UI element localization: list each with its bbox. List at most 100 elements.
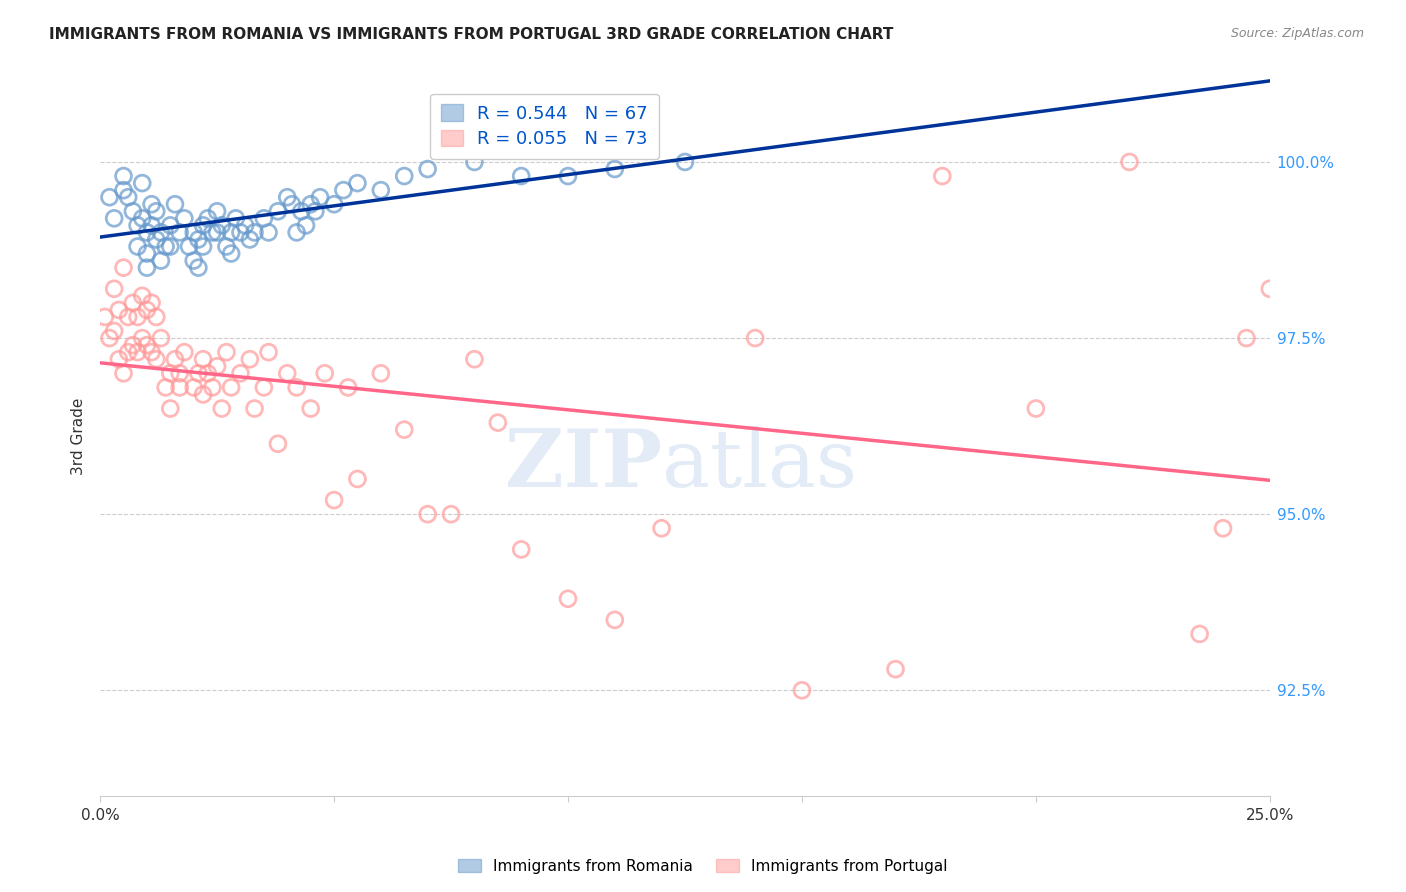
Point: [219, 246, 242, 260]
Point: [603, 161, 626, 176]
Point: [1212, 521, 1234, 535]
Point: [394, 423, 416, 437]
Point: [603, 613, 626, 627]
Point: [257, 226, 280, 240]
Point: [510, 169, 533, 183]
Point: [486, 416, 509, 430]
Y-axis label: 3rd Grade: 3rd Grade: [72, 398, 86, 475]
Point: [135, 338, 157, 352]
Point: [219, 226, 242, 240]
Point: [159, 219, 181, 233]
Point: [285, 380, 308, 394]
Point: [337, 380, 360, 394]
Point: [98, 190, 121, 204]
Point: [1025, 401, 1047, 416]
Point: [219, 380, 242, 394]
Point: [131, 331, 153, 345]
Point: [122, 204, 145, 219]
Point: [205, 226, 228, 240]
Point: [145, 232, 167, 246]
Point: [276, 190, 298, 204]
Point: [117, 345, 139, 359]
Point: [253, 380, 276, 394]
Point: [108, 302, 131, 317]
Point: [159, 239, 181, 253]
Point: [510, 542, 533, 557]
Point: [233, 219, 256, 233]
Point: [239, 352, 262, 367]
Point: [416, 507, 439, 521]
Point: [323, 493, 346, 508]
Point: [183, 226, 205, 240]
Point: [267, 436, 290, 450]
Point: [103, 282, 125, 296]
Point: [112, 183, 135, 197]
Point: [191, 239, 214, 253]
Point: [346, 472, 368, 486]
Point: [112, 169, 135, 183]
Point: [211, 219, 233, 233]
Point: [145, 310, 167, 324]
Point: [187, 232, 209, 246]
Point: [127, 219, 149, 233]
Text: IMMIGRANTS FROM ROMANIA VS IMMIGRANTS FROM PORTUGAL 3RD GRADE CORRELATION CHART: IMMIGRANTS FROM ROMANIA VS IMMIGRANTS FR…: [49, 27, 894, 42]
Point: [285, 226, 308, 240]
Point: [112, 260, 135, 275]
Point: [145, 204, 167, 219]
Text: Source: ZipAtlas.com: Source: ZipAtlas.com: [1230, 27, 1364, 40]
Point: [211, 401, 233, 416]
Point: [651, 521, 673, 535]
Text: atlas: atlas: [662, 426, 856, 505]
Point: [127, 310, 149, 324]
Point: [141, 197, 163, 211]
Point: [215, 345, 238, 359]
Point: [141, 219, 163, 233]
Point: [229, 367, 252, 381]
Legend: R = 0.544   N = 67, R = 0.055   N = 73: R = 0.544 N = 67, R = 0.055 N = 73: [430, 94, 659, 159]
Point: [673, 155, 696, 169]
Point: [253, 211, 276, 226]
Point: [440, 507, 463, 521]
Point: [557, 591, 579, 606]
Point: [183, 253, 205, 268]
Point: [257, 345, 280, 359]
Point: [98, 331, 121, 345]
Point: [117, 190, 139, 204]
Point: [1258, 282, 1281, 296]
Point: [267, 204, 290, 219]
Point: [1118, 155, 1140, 169]
Point: [169, 226, 191, 240]
Point: [149, 253, 172, 268]
Point: [1236, 331, 1258, 345]
Point: [191, 387, 214, 401]
Point: [131, 211, 153, 226]
Point: [201, 226, 224, 240]
Point: [201, 380, 224, 394]
Point: [169, 380, 191, 394]
Point: [463, 155, 485, 169]
Point: [931, 169, 953, 183]
Legend: Immigrants from Romania, Immigrants from Portugal: Immigrants from Romania, Immigrants from…: [453, 853, 953, 880]
Point: [191, 219, 214, 233]
Point: [127, 239, 149, 253]
Point: [159, 401, 181, 416]
Point: [243, 401, 266, 416]
Point: [394, 169, 416, 183]
Point: [149, 331, 172, 345]
Point: [243, 226, 266, 240]
Point: [416, 161, 439, 176]
Point: [884, 662, 907, 676]
Point: [290, 204, 312, 219]
Point: [131, 289, 153, 303]
Point: [155, 239, 177, 253]
Point: [94, 310, 117, 324]
Point: [103, 324, 125, 338]
Point: [135, 260, 157, 275]
Point: [141, 345, 163, 359]
Point: [141, 296, 163, 310]
Point: [370, 367, 392, 381]
Point: [557, 169, 579, 183]
Point: [239, 232, 262, 246]
Point: [122, 296, 145, 310]
Point: [744, 331, 766, 345]
